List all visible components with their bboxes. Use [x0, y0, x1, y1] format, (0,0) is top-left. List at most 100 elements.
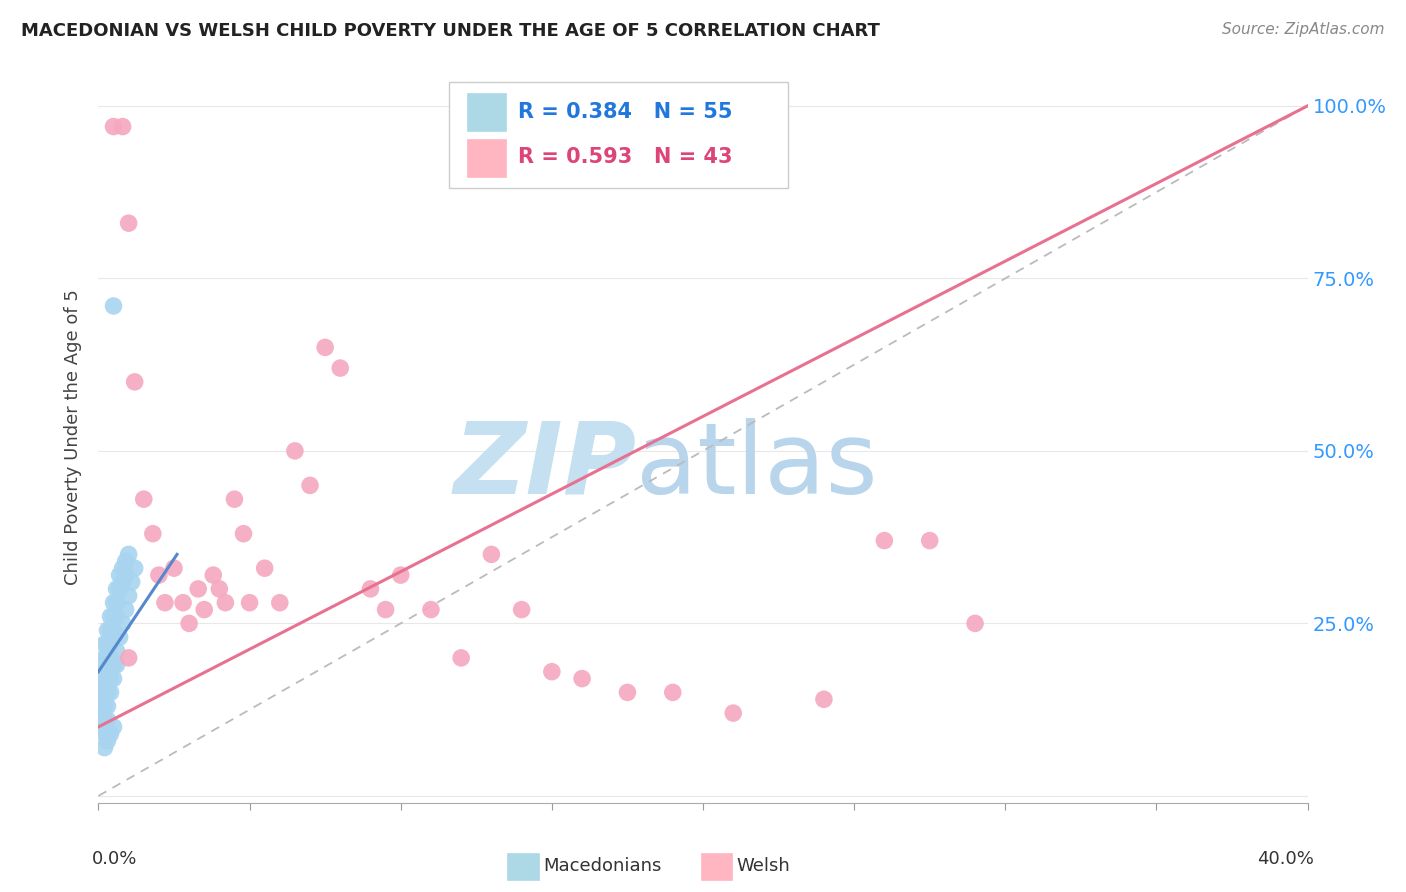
Point — [111, 574, 134, 589]
Point — [93, 699, 115, 714]
Point — [96, 665, 118, 679]
Point — [360, 582, 382, 596]
Point — [108, 568, 131, 582]
Point — [481, 548, 503, 562]
Point — [93, 651, 115, 665]
Point — [179, 616, 201, 631]
Point — [108, 630, 131, 644]
Point — [105, 609, 128, 624]
Point — [873, 533, 896, 548]
Point — [510, 602, 533, 616]
Point — [118, 216, 141, 230]
Point — [224, 492, 246, 507]
Point — [111, 561, 134, 575]
Point — [148, 568, 170, 582]
Point — [329, 361, 352, 376]
Point — [208, 582, 231, 596]
Point — [965, 616, 987, 631]
Text: R = 0.384   N = 55: R = 0.384 N = 55 — [517, 103, 733, 122]
Text: ZIP: ZIP — [454, 417, 637, 515]
Point — [103, 596, 125, 610]
Point — [142, 526, 165, 541]
Point — [111, 616, 134, 631]
Point — [96, 651, 118, 665]
Text: MACEDONIAN VS WELSH CHILD POVERTY UNDER THE AGE OF 5 CORRELATION CHART: MACEDONIAN VS WELSH CHILD POVERTY UNDER … — [21, 22, 880, 40]
Point — [232, 526, 254, 541]
Point — [96, 699, 118, 714]
Point — [90, 692, 112, 706]
Point — [661, 685, 683, 699]
Point — [105, 644, 128, 658]
Point — [299, 478, 322, 492]
Point — [214, 596, 236, 610]
Point — [114, 602, 136, 616]
Point — [114, 568, 136, 582]
Point — [121, 574, 143, 589]
FancyBboxPatch shape — [508, 854, 538, 880]
Point — [90, 665, 112, 679]
Point — [96, 733, 118, 747]
Point — [124, 561, 146, 575]
Point — [90, 706, 112, 720]
Point — [105, 582, 128, 596]
Point — [495, 120, 517, 134]
Point — [284, 443, 307, 458]
Point — [96, 637, 118, 651]
Point — [571, 672, 593, 686]
Point — [93, 665, 115, 679]
Text: Source: ZipAtlas.com: Source: ZipAtlas.com — [1222, 22, 1385, 37]
Point — [103, 299, 125, 313]
Point — [918, 533, 941, 548]
Point — [105, 657, 128, 672]
Point — [108, 582, 131, 596]
Point — [118, 548, 141, 562]
Point — [723, 706, 745, 720]
Point — [163, 561, 186, 575]
Point — [93, 678, 115, 692]
Point — [118, 651, 141, 665]
Point — [103, 672, 125, 686]
Point — [100, 672, 122, 686]
Point — [93, 692, 115, 706]
Point — [93, 713, 115, 727]
Point — [450, 651, 472, 665]
FancyBboxPatch shape — [700, 854, 733, 880]
Point — [103, 120, 125, 134]
Point — [374, 602, 396, 616]
Point — [420, 602, 443, 616]
Point — [103, 720, 125, 734]
Point — [103, 609, 125, 624]
Point — [124, 375, 146, 389]
Point — [100, 685, 122, 699]
Point — [269, 596, 291, 610]
Point — [193, 602, 215, 616]
Point — [93, 740, 115, 755]
Point — [96, 624, 118, 638]
Point — [132, 492, 155, 507]
Point — [813, 692, 835, 706]
Point — [111, 120, 134, 134]
Point — [93, 637, 115, 651]
Y-axis label: Child Poverty Under the Age of 5: Child Poverty Under the Age of 5 — [65, 289, 83, 585]
Point — [616, 685, 638, 699]
Point — [202, 568, 225, 582]
Point — [105, 596, 128, 610]
Point — [100, 624, 122, 638]
Point — [100, 651, 122, 665]
Point — [90, 720, 112, 734]
Point — [96, 678, 118, 692]
Point — [153, 596, 176, 610]
Point — [100, 637, 122, 651]
Text: atlas: atlas — [637, 417, 879, 515]
Point — [100, 609, 122, 624]
FancyBboxPatch shape — [449, 82, 787, 188]
Point — [96, 713, 118, 727]
Point — [93, 727, 115, 741]
Point — [172, 596, 194, 610]
Point — [389, 568, 412, 582]
Point — [96, 685, 118, 699]
Point — [118, 589, 141, 603]
Point — [103, 624, 125, 638]
Point — [253, 561, 276, 575]
Text: Macedonians: Macedonians — [543, 857, 662, 875]
